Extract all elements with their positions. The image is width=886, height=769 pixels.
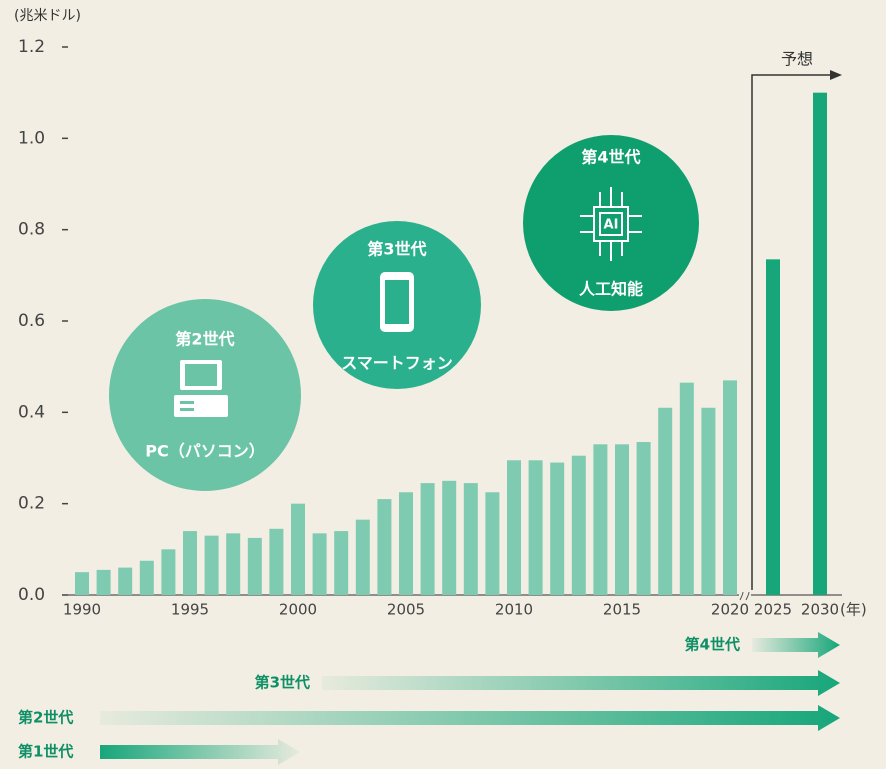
bar (485, 492, 500, 595)
gen2-circle: 第2世代 PC（パソコン） (109, 299, 301, 491)
y-tick-label: 0.8 (18, 220, 45, 240)
bar (571, 455, 586, 595)
x-tick-label: 1995 (171, 601, 209, 619)
x-tick-label: 2015 (603, 601, 641, 619)
bar (355, 519, 370, 595)
y-tick-label: 1.0 (18, 128, 45, 148)
y-tick-label: 1.2 (18, 37, 45, 57)
bar (204, 535, 219, 595)
bar (813, 92, 827, 596)
x-tick-label: 2000 (279, 601, 317, 619)
arrowhead (830, 70, 842, 80)
y-tick-label: 0.2 (18, 494, 45, 514)
x-tick-label: 2025 (754, 601, 792, 619)
era-label: 第3世代 (255, 674, 310, 692)
era-label: 第1世代 (18, 743, 73, 761)
x-tick-label: 1990 (63, 601, 101, 619)
bar (312, 533, 327, 595)
y-axis-label: (兆米ドル) (14, 8, 81, 24)
bar (118, 567, 133, 595)
era-label: 第4世代 (685, 636, 740, 654)
bar (463, 483, 478, 595)
bar (226, 533, 241, 595)
circle-label: PC（パソコン） (145, 442, 264, 461)
circle-generation: 第4世代 (581, 148, 640, 167)
gen3-circle: 第3世代 スマートフォン (313, 221, 481, 389)
bar (161, 549, 176, 595)
circle-generation: 第3世代 (367, 240, 426, 259)
y-tick-label: 0.0 (18, 585, 45, 605)
x-tick-label: 2005 (387, 601, 425, 619)
bar (291, 503, 305, 595)
bar (75, 572, 89, 595)
era-arrow (752, 632, 840, 658)
bar (183, 531, 197, 595)
era-arrow (322, 670, 840, 696)
bar (701, 407, 716, 595)
bar (507, 460, 521, 595)
bar (377, 499, 392, 595)
circle-label: 人工知能 (579, 280, 643, 299)
bar (636, 442, 651, 595)
bar (593, 444, 608, 595)
bar (420, 483, 435, 595)
annotation: 予想 (781, 50, 813, 69)
svg-text:AI: AI (604, 218, 619, 233)
bar (139, 560, 154, 595)
bar (442, 480, 457, 595)
bar (269, 528, 284, 595)
x-axis-label: (年) (840, 601, 867, 619)
bar (399, 492, 413, 595)
bar (679, 382, 694, 595)
bar (615, 444, 629, 595)
bar (766, 259, 780, 595)
x-tick-label: 2030 (801, 601, 839, 619)
gen4-circle: 第4世代 AI 人工知能 (523, 135, 699, 311)
bar (658, 407, 673, 595)
circle-generation: 第2世代 (175, 330, 234, 349)
era-label: 第2世代 (18, 709, 73, 727)
forecast-bracket (751, 74, 830, 590)
era-arrow (100, 705, 840, 731)
x-tick-label: 2010 (495, 601, 533, 619)
axis-break (739, 588, 751, 602)
x-tick-label: 2020 (711, 601, 749, 619)
bar (96, 569, 111, 595)
circle-label: スマートフォン (341, 354, 453, 373)
y-tick-label: 0.6 (18, 311, 45, 331)
bar (247, 537, 262, 595)
bar (528, 460, 543, 595)
axis-break (739, 591, 750, 601)
y-tick-label: 0.4 (18, 402, 45, 422)
bar (334, 531, 349, 595)
bar (723, 380, 737, 595)
era-arrow (100, 739, 300, 765)
bar (550, 462, 565, 595)
